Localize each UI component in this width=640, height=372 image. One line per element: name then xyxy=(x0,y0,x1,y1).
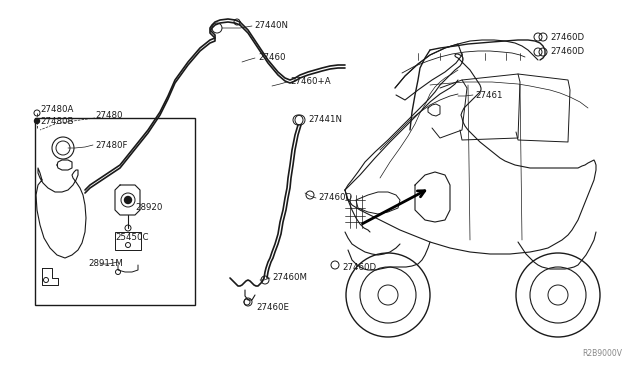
Text: 27460M: 27460M xyxy=(272,273,307,282)
Text: 27460: 27460 xyxy=(258,54,285,62)
Text: 28911M: 28911M xyxy=(88,260,123,269)
Circle shape xyxy=(35,119,40,124)
Text: 27441N: 27441N xyxy=(308,115,342,125)
Text: 27461: 27461 xyxy=(475,90,502,99)
Bar xyxy=(115,232,141,250)
Text: 27480B: 27480B xyxy=(40,116,74,125)
Text: 27480F: 27480F xyxy=(95,141,127,150)
Circle shape xyxy=(125,196,131,203)
Text: 25450C: 25450C xyxy=(115,234,148,243)
Text: 28920: 28920 xyxy=(135,203,163,212)
Text: 27460E: 27460E xyxy=(256,304,289,312)
Bar xyxy=(35,118,195,305)
Text: 27480A: 27480A xyxy=(40,106,74,115)
Text: 27460D: 27460D xyxy=(550,48,584,57)
Text: 27460D: 27460D xyxy=(318,193,352,202)
Text: R2B9000V: R2B9000V xyxy=(582,349,622,358)
Text: 27460D: 27460D xyxy=(550,32,584,42)
Text: 27440N: 27440N xyxy=(254,22,288,31)
Text: 27460+A: 27460+A xyxy=(290,77,331,87)
Text: 27480: 27480 xyxy=(95,110,122,119)
Text: 27460D: 27460D xyxy=(342,263,376,273)
